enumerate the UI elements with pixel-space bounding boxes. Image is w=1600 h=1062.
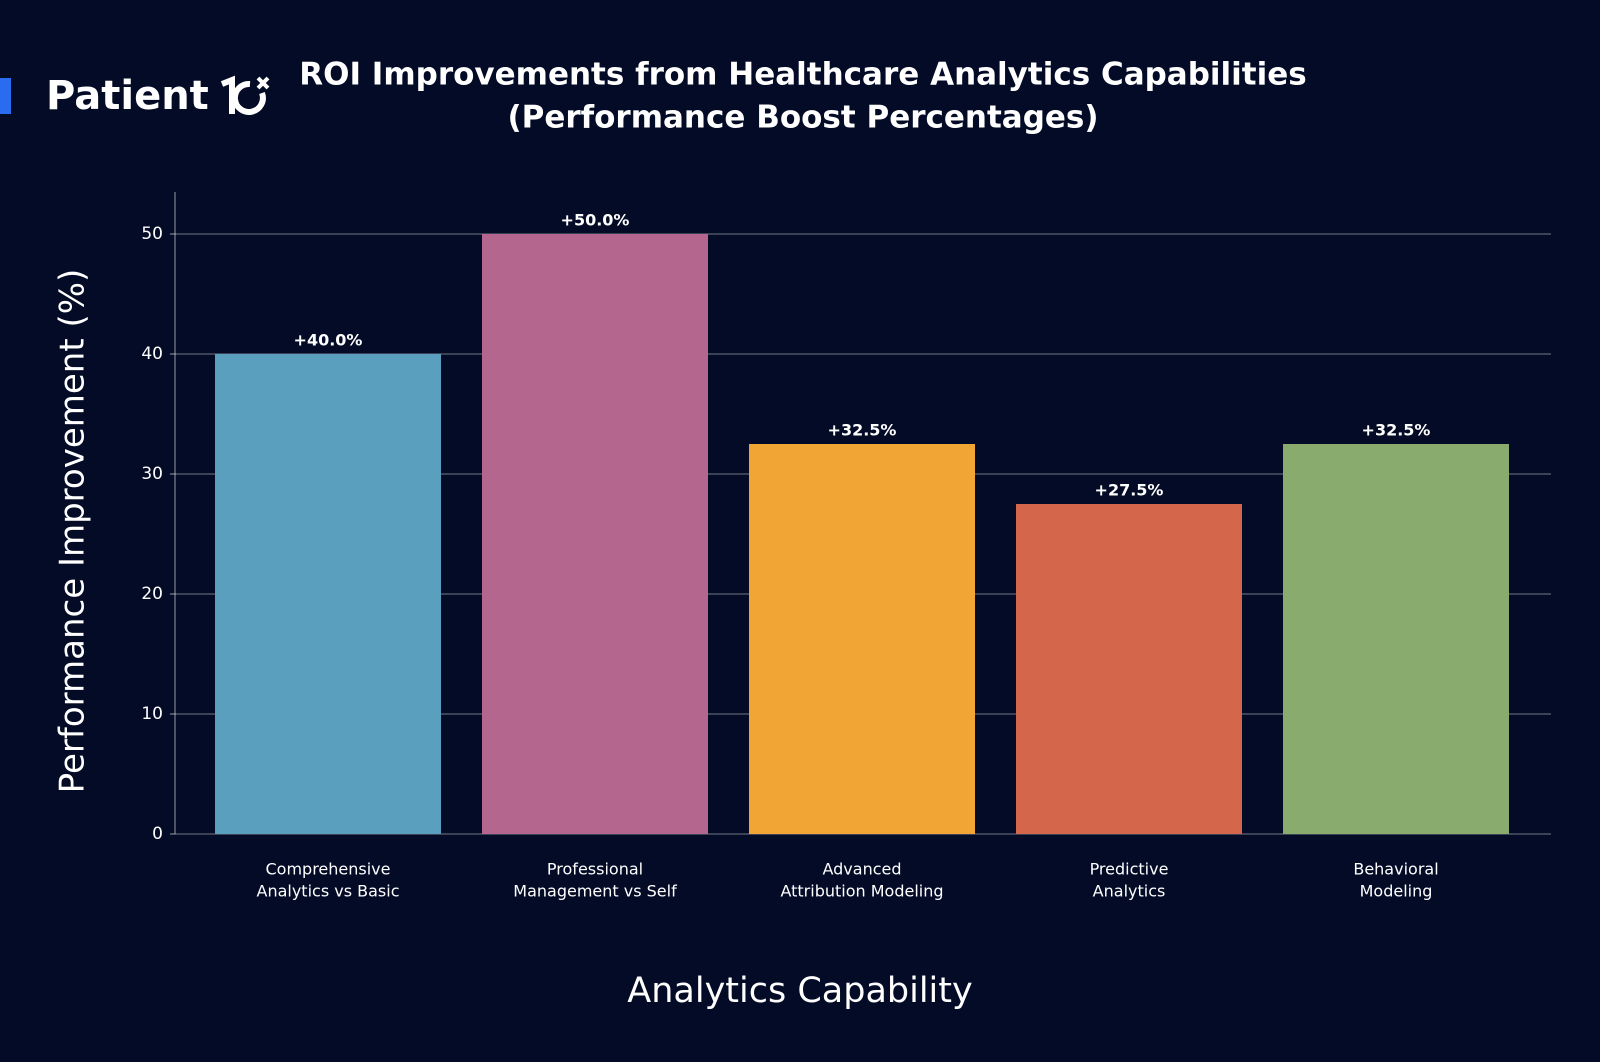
y-tick-label: 30 (141, 464, 163, 484)
y-tick-label: 40 (141, 344, 163, 364)
y-tick-label: 20 (141, 584, 163, 604)
x-tick-label: Predictive (1090, 860, 1169, 879)
chart-subtitle: (Performance Boost Percentages) (507, 100, 1098, 136)
y-tick-label: 10 (141, 704, 163, 724)
x-tick-label: Analytics vs Basic (257, 882, 400, 901)
x-tick-label: Modeling (1360, 882, 1433, 901)
x-tick-label: Professional (547, 860, 643, 879)
brand-icon (220, 75, 270, 115)
bar (1016, 504, 1242, 834)
y-tick-label: 50 (141, 224, 163, 244)
y-axis-label: Performance Improvement (%) (53, 269, 93, 794)
brand-accent (0, 78, 11, 114)
brand-icon-ring (231, 80, 266, 115)
data-label: +32.5% (1362, 421, 1431, 440)
data-label: +40.0% (294, 331, 363, 350)
bar (1283, 444, 1509, 834)
x-tick-label: Attribution Modeling (780, 882, 943, 901)
bar (482, 234, 708, 834)
data-label: +32.5% (828, 421, 897, 440)
brand-icon-one (220, 75, 235, 114)
data-label: +27.5% (1095, 481, 1164, 500)
brand-icon-cross (256, 76, 270, 90)
x-axis-label: Analytics Capability (627, 971, 972, 1011)
x-tick-label: Behavioral (1353, 860, 1438, 879)
bar (749, 444, 975, 834)
bar (215, 354, 441, 834)
data-label: +50.0% (561, 211, 630, 230)
x-tick-label: Management vs Self (513, 882, 677, 901)
brand: Patient (46, 73, 209, 119)
y-tick-label: 0 (152, 824, 163, 844)
x-tick-label: Advanced (822, 860, 901, 879)
x-tick-label: Analytics (1093, 882, 1166, 901)
x-tick-label: Comprehensive (266, 860, 391, 879)
chart-title: ROI Improvements from Healthcare Analyti… (299, 57, 1306, 93)
